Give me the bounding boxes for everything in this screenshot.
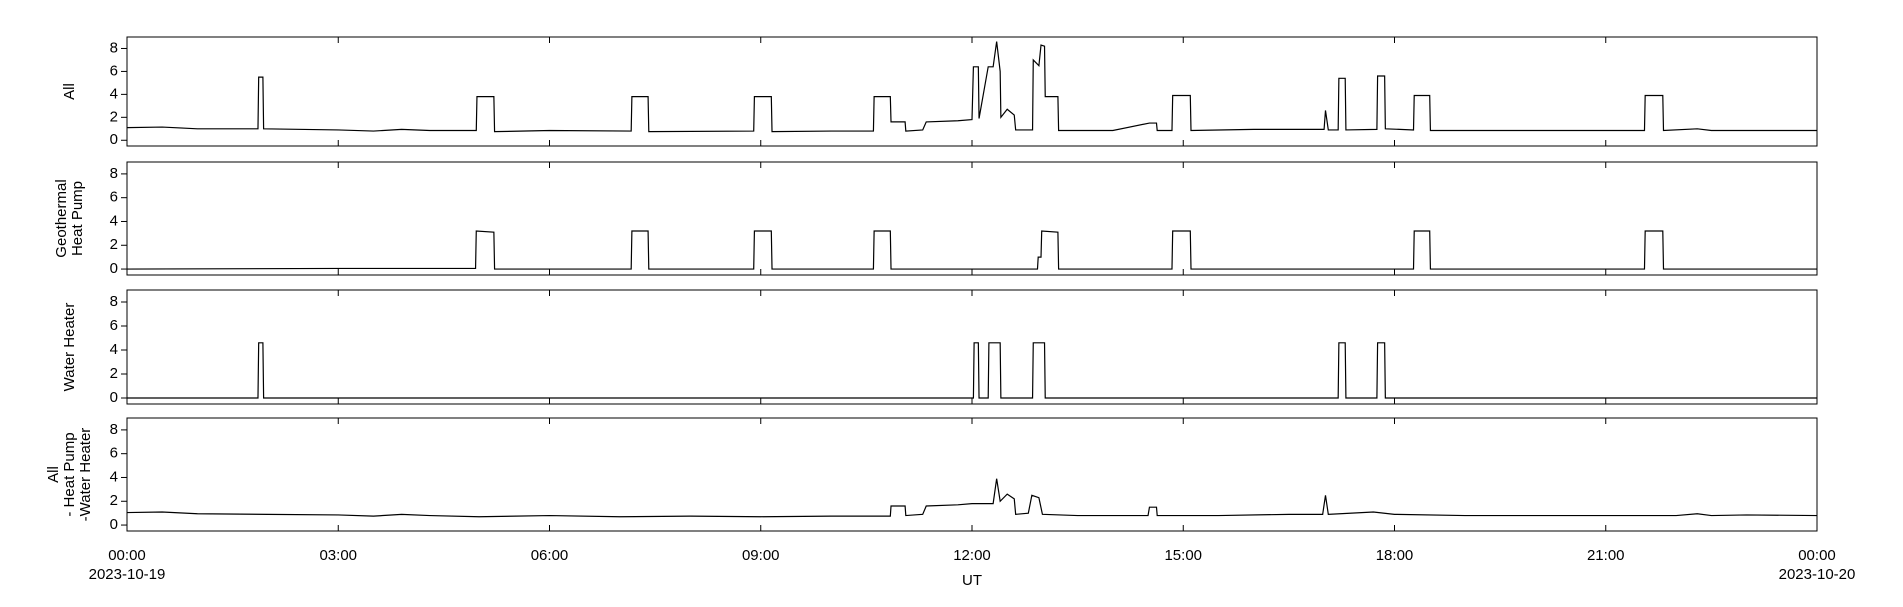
y-tick-label: 2 — [110, 365, 118, 382]
y-axis-label: Heat Pump — [69, 181, 86, 256]
y-tick-label: 8 — [110, 421, 118, 438]
data-line — [127, 342, 1817, 399]
x-tick-label: 09:00 — [742, 547, 780, 564]
y-axis-label: All — [45, 466, 62, 483]
y-tick-label: 0 — [110, 389, 118, 406]
y-axis-label: All — [61, 83, 78, 100]
y-tick-label: 8 — [110, 293, 118, 310]
x-axis-label: UT — [962, 572, 982, 589]
x-tick-label: 21:00 — [1587, 547, 1625, 564]
x-date-label: 2023-10-19 — [89, 566, 166, 583]
plot-frame — [126, 36, 1818, 147]
data-line — [126, 230, 1817, 270]
y-tick-label: 4 — [110, 212, 118, 229]
y-tick-label: 2 — [110, 492, 118, 509]
x-tick-label: 12:00 — [953, 547, 991, 564]
y-tick-label: 6 — [110, 189, 118, 206]
y-tick-label: 2 — [110, 108, 118, 125]
y-axis-label: Water Heater — [61, 303, 78, 392]
x-date-label: 2023-10-20 — [1779, 566, 1856, 583]
x-tick-label: 00:00 — [1798, 547, 1836, 564]
plot-frame — [126, 289, 1818, 405]
y-tick-label: 8 — [110, 39, 118, 56]
y-tick-label: 4 — [110, 85, 118, 102]
y-tick-label: 6 — [110, 317, 118, 334]
x-tick-label: 06:00 — [531, 547, 569, 564]
y-tick-label: 0 — [110, 260, 118, 277]
y-tick-label: 0 — [110, 516, 118, 533]
y-tick-label: 8 — [110, 165, 118, 182]
data-line — [126, 41, 1817, 133]
y-tick-label: 6 — [110, 445, 118, 462]
y-tick-label: 6 — [110, 62, 118, 79]
y-axis-label: - Heat Pump — [61, 432, 78, 516]
y-tick-label: 2 — [110, 236, 118, 253]
x-tick-label: 03:00 — [319, 547, 357, 564]
plot-frame — [126, 161, 1818, 276]
y-tick-label: 4 — [110, 468, 118, 485]
x-tick-label: 00:00 — [108, 547, 146, 564]
data-line — [126, 478, 1818, 518]
y-axis-label: Geothermal — [53, 179, 70, 257]
x-tick-label: 15:00 — [1164, 547, 1202, 564]
plot-frame — [126, 417, 1818, 532]
y-tick-label: 0 — [110, 131, 118, 148]
y-tick-label: 4 — [110, 341, 118, 358]
x-tick-label: 18:00 — [1376, 547, 1414, 564]
y-axis-label: -Water Heater — [77, 428, 94, 522]
